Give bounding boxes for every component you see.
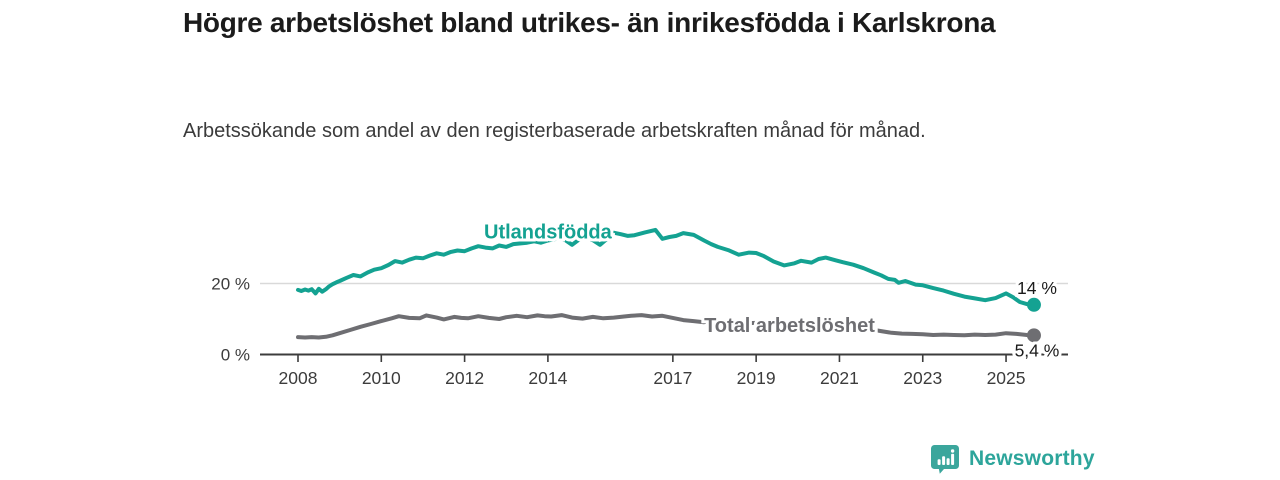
- newsworthy-logo[interactable]: Newsworthy: [930, 444, 1095, 474]
- newsworthy-logo-icon: [931, 445, 959, 474]
- series-end-value-label-0: 14 %: [1017, 278, 1057, 298]
- x-tick-label: 2023: [903, 368, 942, 388]
- x-tick-label: 2019: [737, 368, 776, 388]
- x-tick-label: 2021: [820, 368, 859, 388]
- x-tick-label: 2025: [987, 368, 1026, 388]
- x-tick-label: 2014: [528, 368, 567, 388]
- x-tick-label: 2012: [445, 368, 484, 388]
- x-tick-label: 2008: [279, 368, 318, 388]
- series-end-value-label-1: 5,4 %: [1015, 340, 1060, 360]
- series-end-dot-1: [1026, 328, 1041, 343]
- x-tick-label: 2010: [362, 368, 401, 388]
- series-label-0: Utlandsfödda: [484, 222, 613, 244]
- series-label-1: Total arbetslöshet: [704, 315, 875, 337]
- series-line-1: [296, 313, 1036, 340]
- x-tick-label: 2017: [653, 368, 692, 388]
- y-tick-label: 20 %: [211, 275, 250, 294]
- series-line-0: [296, 227, 1036, 307]
- newsworthy-brand-text: Newsworthy: [969, 447, 1095, 470]
- y-tick-label: 0 %: [221, 346, 250, 365]
- series-end-dot-0: [1026, 297, 1041, 312]
- chart-subtitle: Arbetssökande som andel av den registerb…: [183, 120, 926, 142]
- page-title: Högre arbetslöshet bland utrikes- än inr…: [183, 7, 996, 38]
